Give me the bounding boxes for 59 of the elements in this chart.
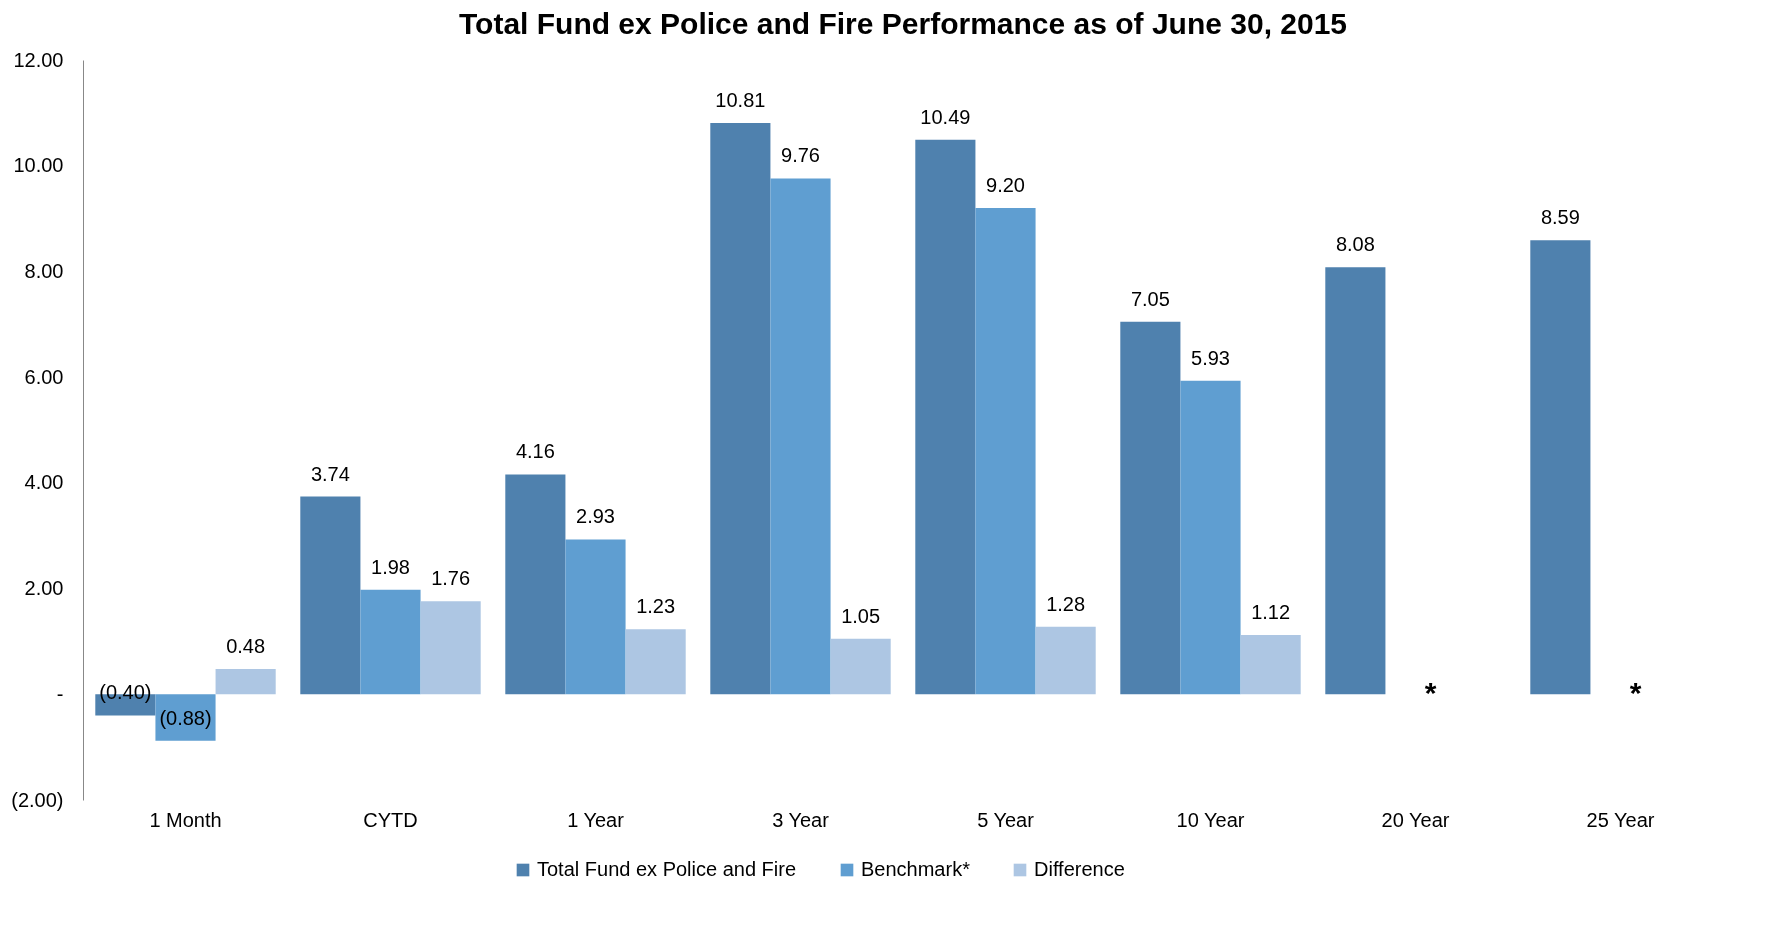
y-tick-label: 4.00 [24, 471, 64, 494]
bar [770, 178, 831, 695]
bar [830, 638, 891, 695]
bar [420, 601, 481, 695]
y-tick-label: 12.00 [13, 48, 64, 71]
data-label: 1.76 [431, 567, 471, 590]
data-label: 4.16 [515, 440, 555, 463]
bar [1180, 380, 1241, 695]
x-tick-label: CYTD [363, 808, 418, 831]
bar [915, 139, 976, 695]
chart-title: Total Fund ex Police and Fire Performance as of June 30, 2015 [458, 7, 1348, 40]
data-label: 9.76 [781, 144, 820, 167]
bar [505, 474, 566, 695]
data-label: 1.05 [841, 604, 881, 627]
bar [975, 208, 1036, 695]
bar [1530, 240, 1591, 695]
x-tick-label: 10 Year [1176, 808, 1245, 831]
data-label: 1.23 [636, 595, 676, 618]
data-label: 5.93 [1191, 346, 1230, 369]
data-label: 8.59 [1540, 206, 1580, 229]
data-label: 1.12 [1251, 601, 1291, 624]
x-tick-label: 1 Year [567, 808, 625, 831]
annotation: * [1629, 676, 1642, 710]
bar [625, 629, 686, 695]
bar [1120, 321, 1181, 695]
legend-label: Total Fund ex Police and Fire [537, 858, 797, 880]
data-label: 7.05 [1130, 287, 1170, 310]
y-tick-label: (2.00) [11, 788, 64, 811]
bar [300, 496, 361, 695]
bar [360, 589, 421, 695]
y-tick-label: 2.00 [24, 577, 64, 600]
y-tick-label: 6.00 [24, 365, 64, 388]
x-tick-label: 1 Month [149, 808, 222, 831]
data-label: 10.49 [920, 105, 971, 128]
bar [1035, 626, 1096, 695]
y-tick-label: 10.00 [13, 154, 64, 177]
x-tick-label: 25 Year [1586, 808, 1655, 831]
data-label: 8.08 [1335, 233, 1375, 256]
data-label: 3.74 [310, 462, 350, 485]
legend-label: Benchmark* [861, 858, 971, 880]
data-label: 0.48 [226, 634, 266, 657]
bar [565, 539, 626, 695]
data-label: 2.93 [576, 505, 615, 528]
data-label: 1.28 [1046, 592, 1086, 615]
y-tick-label: 8.00 [24, 259, 64, 282]
annotation: * [1424, 676, 1437, 710]
data-label: 10.81 [715, 88, 766, 111]
x-tick-label: 5 Year [977, 808, 1035, 831]
bar [215, 668, 276, 695]
data-label: 1.98 [371, 555, 410, 578]
x-tick-label: 3 Year [772, 808, 830, 831]
bar [1325, 267, 1386, 695]
bar [1240, 635, 1301, 695]
data-label: 9.20 [986, 174, 1025, 196]
legend-label: Difference [1034, 858, 1125, 880]
data-label: (0.88) [159, 706, 212, 729]
x-tick-label: 20 Year [1381, 808, 1450, 831]
bar [710, 122, 771, 695]
y-tick-label: - [56, 682, 64, 705]
